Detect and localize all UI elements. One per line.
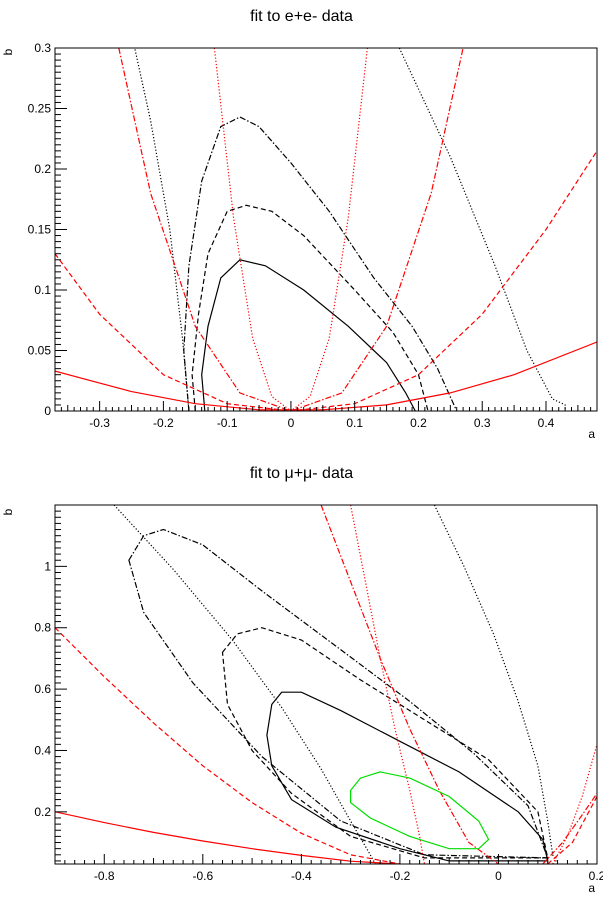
- x-tick-label: 0.3: [474, 416, 491, 430]
- plot-frame: [54, 47, 598, 412]
- x-tick-label: 0.1: [346, 416, 363, 430]
- chart-mumu-plot: -0.8 -0.6 -0.4 -0.2 0 0.2 0.2 0.4 0.6 0.8 1 a b: [1, 504, 603, 895]
- y-tick-label: 0: [44, 404, 51, 418]
- series-line-10: [350, 505, 426, 864]
- x-axis-label: a: [588, 427, 595, 440]
- chart-ee-plot: -0.3 -0.2 -0.1 0 0.1 0.2 0.3 0.4 0 0.05 0.1 0.15 0.2…: [1, 41, 598, 440]
- series-group: [55, 48, 597, 411]
- y-tick-label: 0.1: [34, 283, 51, 297]
- series-group: [55, 505, 597, 864]
- x-tick-label: 0: [495, 869, 502, 883]
- series-line-3: [113, 505, 376, 864]
- y-tick-label: 0.2: [34, 162, 51, 176]
- x-tick-label: 0.2: [589, 869, 603, 883]
- chart-title: fit to μ+μ- data: [249, 465, 354, 482]
- x-axis-label: a: [588, 881, 595, 895]
- y-axis-label: b: [1, 508, 15, 515]
- series-line-7: [118, 48, 464, 411]
- series-line-0: [201, 259, 416, 411]
- x-tick-label: -0.2: [390, 869, 411, 883]
- series-line-8: [213, 48, 368, 411]
- series-line-9: [542, 793, 597, 864]
- series-line-3: [134, 48, 190, 411]
- series-line-6: [55, 627, 401, 864]
- series-line-12: [350, 771, 490, 850]
- series-line-5: [55, 341, 597, 411]
- x-tick-label: -0.3: [89, 416, 110, 430]
- series-line-5: [55, 811, 400, 864]
- y-tick-label: 0.8: [34, 621, 51, 635]
- y-tick-label: 0.05: [28, 344, 52, 358]
- x-tick-label: -0.6: [192, 869, 213, 883]
- y-tick-label: 0.6: [34, 682, 51, 696]
- chart-title: fit to e+e- data: [250, 8, 353, 25]
- y-tick-label: 0.15: [28, 223, 52, 237]
- x-tick-label: 0.4: [538, 416, 555, 430]
- plot-frame: [54, 504, 598, 865]
- series-line-2: [183, 116, 458, 411]
- y-tick-label: 0.2: [34, 805, 51, 819]
- series-line-4: [433, 505, 559, 864]
- chart-mumu: fit to μ+μ- data -0.8 -0.6 -0.4 -0.2 0 0.2 0.2…: [0, 440, 603, 897]
- y-tick-label: 0.3: [34, 41, 51, 55]
- y-tick-label: 0.4: [34, 743, 51, 757]
- series-line-1: [221, 627, 549, 859]
- series-line-7: [547, 796, 597, 864]
- y-axis-label: b: [1, 48, 15, 55]
- x-tick-label: 0.2: [410, 416, 427, 430]
- series-line-4: [398, 48, 566, 411]
- series-line-2: [128, 528, 549, 859]
- y-tick-label: 0.25: [28, 102, 52, 116]
- x-tick-label: -0.4: [291, 869, 312, 883]
- series-line-6: [55, 150, 597, 411]
- x-tick-label: -0.1: [217, 416, 238, 430]
- chart-ee: fit to e+e- data -0.3 -0.2 -0.1 0 0.1 0.2 0.3 0…: [0, 0, 603, 440]
- y-tick-label: 1: [44, 559, 51, 573]
- series-line-8: [320, 505, 499, 864]
- x-tick-label: -0.2: [153, 416, 174, 430]
- x-tick-label: -0.8: [94, 869, 115, 883]
- x-tick-label: 0: [288, 416, 295, 430]
